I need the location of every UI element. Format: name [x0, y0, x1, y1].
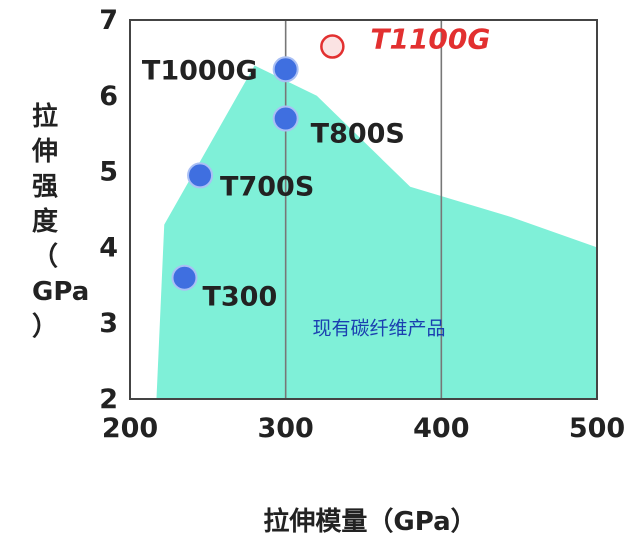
x-tick-label: 300 — [257, 413, 313, 444]
y-tick-label: 2 — [99, 384, 118, 415]
y-axis-label-char-5: （ — [32, 242, 58, 272]
x-tick-label: 500 — [569, 413, 625, 444]
x-tick-label: 400 — [413, 413, 469, 444]
y-axis-label-char-6: GPa — [32, 277, 89, 307]
point-label-t800s: T800S — [311, 119, 405, 150]
point-label-t1000g: T1000G — [142, 55, 258, 86]
y-tick-label: 3 — [99, 308, 118, 339]
point-t1100g — [320, 34, 345, 59]
y-axis-label-char-4: 度 — [32, 206, 58, 237]
point-t800s — [272, 105, 299, 132]
x-axis-label: 拉伸模量（GPa） — [263, 506, 476, 537]
carbon-fiber-area — [156, 65, 598, 399]
plot-frame — [129, 19, 598, 400]
point-t700s — [187, 162, 214, 189]
point-label-t300: T300 — [202, 282, 277, 313]
y-axis-label-char-3: 强 — [32, 172, 58, 202]
y-tick-label: 7 — [99, 5, 118, 36]
point-label-t1100g: T1100G — [370, 23, 490, 56]
point-t1000g — [272, 56, 299, 83]
axis-ticks: 200 300 400 500 2 3 4 5 6 7 — [99, 5, 625, 444]
point-t300 — [171, 264, 198, 291]
data-points: T300 T700S T800S T1000G T1100G — [142, 23, 490, 313]
area-label: 现有碳纤维产品 — [313, 318, 446, 340]
y-tick-label: 5 — [99, 157, 118, 188]
y-tick-label: 6 — [99, 81, 118, 112]
y-tick-label: 4 — [99, 232, 118, 263]
y-axis-label-char-1: 拉 — [32, 101, 58, 132]
x-tick-label: 200 — [102, 413, 158, 444]
y-axis-label-char-7: ） — [32, 312, 58, 342]
point-label-t700s: T700S — [220, 171, 314, 202]
y-axis-label-char-2: 伸 — [31, 137, 58, 167]
grid-lines — [284, 20, 443, 399]
